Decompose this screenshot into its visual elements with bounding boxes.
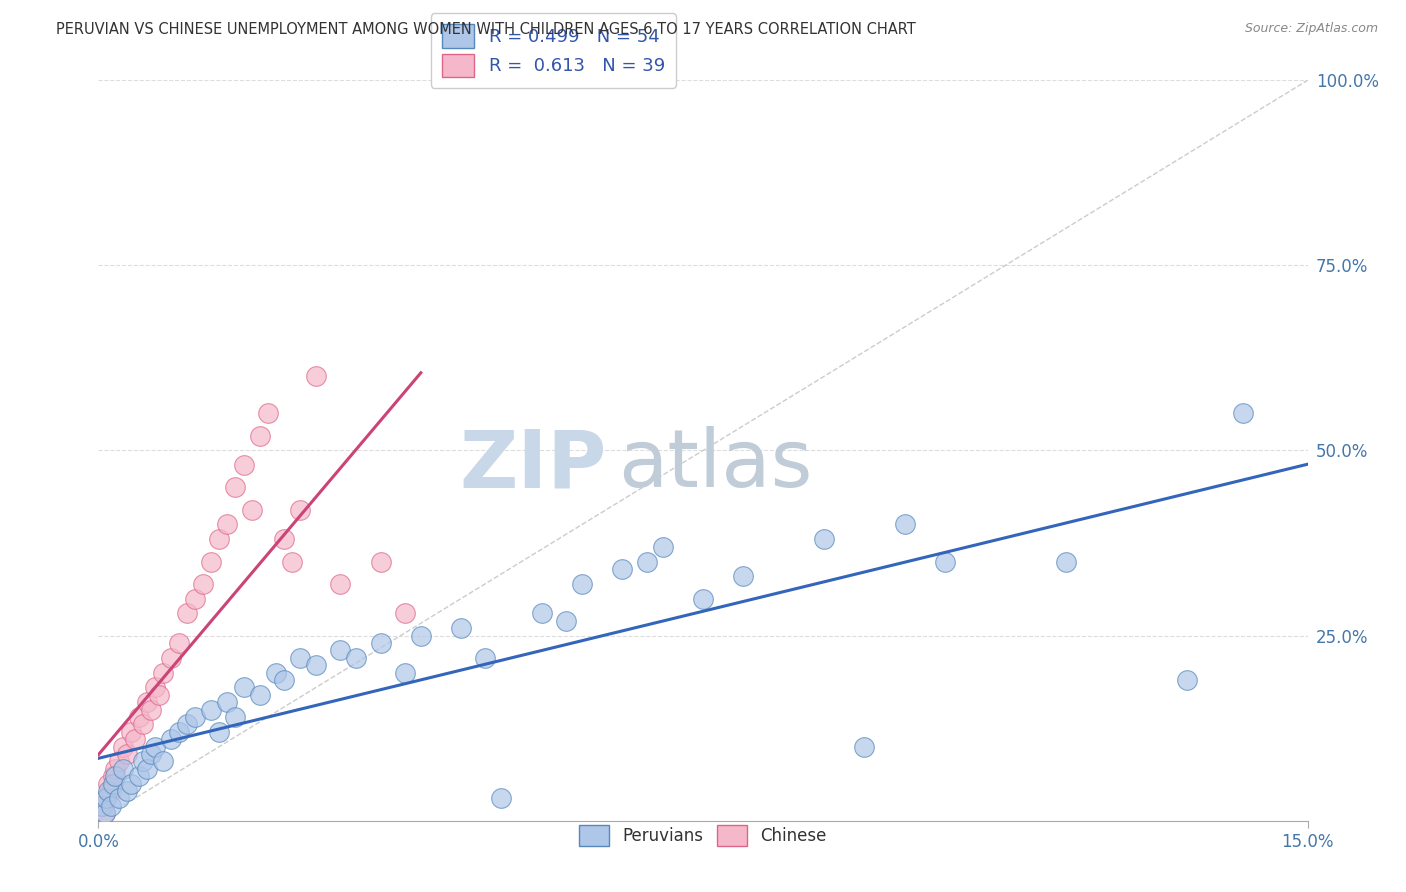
Point [240, 502, 263, 516]
Point [1054, 555, 1077, 569]
Point [256, 407, 278, 421]
Point [853, 739, 876, 754]
Point [491, 791, 513, 805]
Point [94, 806, 117, 821]
Point [305, 658, 328, 673]
Legend: Peruvians, Chinese: Peruvians, Chinese [572, 818, 834, 853]
Point [571, 576, 593, 591]
Point [813, 533, 835, 547]
Point [733, 569, 755, 583]
Point [288, 650, 311, 665]
Point [224, 710, 246, 724]
Point [135, 762, 157, 776]
Point [200, 703, 222, 717]
Point [100, 784, 122, 798]
Point [193, 576, 215, 591]
Point [101, 769, 124, 783]
Point [208, 533, 231, 547]
Point [160, 650, 183, 665]
Point [124, 732, 146, 747]
Point [143, 681, 166, 695]
Point [115, 784, 138, 798]
Point [934, 555, 956, 569]
Point [217, 695, 239, 709]
Text: atlas: atlas [619, 426, 813, 504]
Point [200, 555, 222, 569]
Point [651, 540, 673, 554]
Point [893, 517, 915, 532]
Point [249, 688, 271, 702]
Point [249, 428, 271, 442]
Point [232, 458, 254, 473]
Point [152, 755, 174, 769]
Point [208, 724, 231, 739]
Text: Source: ZipAtlas.com: Source: ZipAtlas.com [1244, 22, 1378, 36]
Text: PERUVIAN VS CHINESE UNEMPLOYMENT AMONG WOMEN WITH CHILDREN AGES 6 TO 17 YEARS CO: PERUVIAN VS CHINESE UNEMPLOYMENT AMONG W… [56, 22, 915, 37]
Point [329, 576, 352, 591]
Point [232, 681, 254, 695]
Point [160, 732, 183, 747]
Point [450, 621, 472, 635]
Point [111, 762, 134, 776]
Point [139, 747, 162, 761]
Point [1232, 407, 1254, 421]
Point [94, 806, 117, 821]
Text: ZIP: ZIP [458, 426, 606, 504]
Point [273, 673, 295, 687]
Point [370, 555, 392, 569]
Point [288, 502, 311, 516]
Point [394, 665, 416, 680]
Point [167, 724, 190, 739]
Point [409, 628, 432, 642]
Point [148, 688, 170, 702]
Point [394, 607, 416, 621]
Point [120, 724, 142, 739]
Point [344, 650, 367, 665]
Point [329, 643, 352, 657]
Point [167, 636, 190, 650]
Point [115, 747, 138, 761]
Point [281, 555, 304, 569]
Point [97, 784, 120, 798]
Point [120, 776, 142, 791]
Point [103, 769, 125, 783]
Point [636, 555, 658, 569]
Point [132, 755, 155, 769]
Point [132, 717, 155, 731]
Point [176, 607, 198, 621]
Point [96, 791, 118, 805]
Point [107, 791, 129, 805]
Point [224, 481, 246, 495]
Point [612, 562, 634, 576]
Point [101, 776, 124, 791]
Point [184, 710, 207, 724]
Point [103, 762, 125, 776]
Point [107, 755, 129, 769]
Point [135, 695, 157, 709]
Point [273, 533, 295, 547]
Point [474, 650, 496, 665]
Point [128, 769, 150, 783]
Point [184, 591, 207, 606]
Point [370, 636, 392, 650]
Point [91, 798, 114, 813]
Point [97, 776, 120, 791]
Point [139, 703, 162, 717]
Point [128, 710, 150, 724]
Point [100, 798, 122, 813]
Point [555, 614, 578, 628]
Point [1175, 673, 1198, 687]
Point [152, 665, 174, 680]
Point [96, 791, 118, 805]
Point [111, 739, 134, 754]
Point [143, 739, 166, 754]
Point [692, 591, 714, 606]
Point [305, 369, 328, 384]
Point [176, 717, 198, 731]
Point [217, 517, 239, 532]
Point [264, 665, 287, 680]
Point [91, 798, 114, 813]
Point [530, 607, 553, 621]
